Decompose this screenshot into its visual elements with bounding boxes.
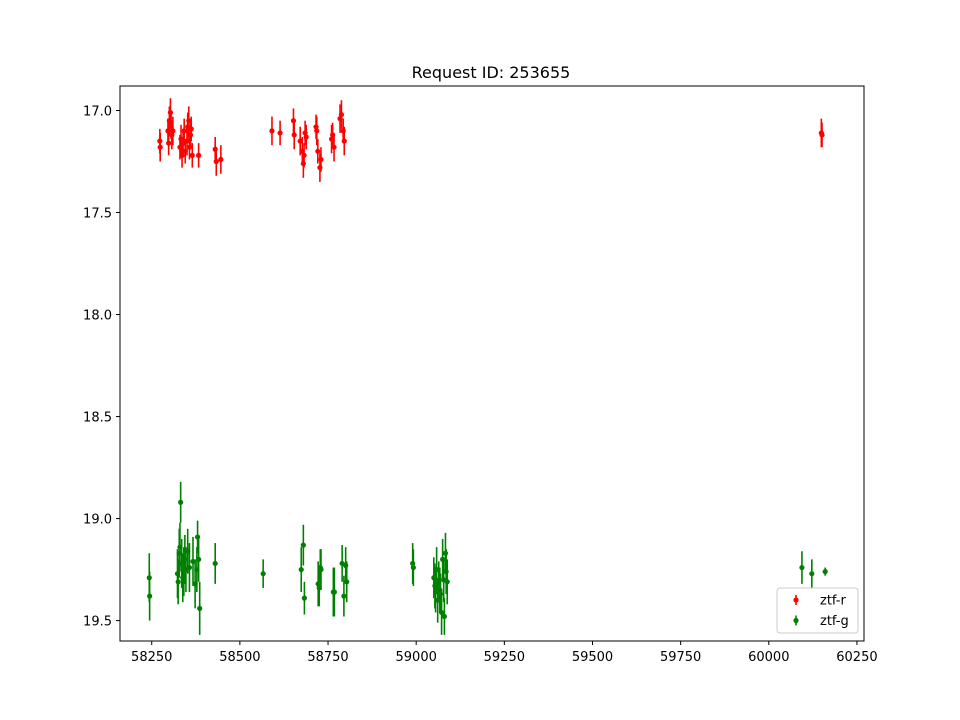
- x-tick-label: 58500: [219, 650, 260, 665]
- data-point: [186, 118, 192, 124]
- data-point: [314, 128, 320, 134]
- plot-marks: [146, 98, 828, 635]
- data-point: [190, 558, 196, 565]
- data-point: [822, 569, 828, 575]
- data-point: [315, 148, 321, 154]
- data-point: [260, 571, 266, 577]
- data-point: [170, 128, 176, 134]
- data-point: [297, 138, 303, 144]
- data-point: [438, 609, 445, 616]
- y-tick-label: 19.0: [83, 513, 112, 528]
- data-point: [410, 564, 416, 571]
- data-point: [291, 132, 297, 138]
- data-point: [167, 109, 174, 116]
- x-tick-label: 58250: [131, 650, 172, 665]
- data-point: [441, 613, 447, 620]
- data-point: [341, 593, 347, 599]
- y-tick-label: 17.5: [83, 207, 112, 222]
- data-point: [186, 564, 193, 571]
- data-point: [269, 128, 275, 134]
- x-tick-label: 58750: [307, 650, 348, 665]
- data-point: [218, 156, 224, 163]
- data-point: [178, 499, 184, 505]
- data-point: [344, 579, 350, 585]
- x-tick-label: 60250: [836, 650, 877, 665]
- data-point: [196, 556, 202, 562]
- plot-frame: [119, 85, 865, 642]
- y-tick-label: 19.5: [83, 615, 112, 630]
- data-point: [157, 144, 163, 150]
- data-point: [181, 128, 187, 134]
- data-point: [799, 564, 805, 571]
- data-point: [301, 595, 308, 601]
- y-tick-label: 18.5: [83, 411, 112, 426]
- legend: ztf-r ztf-g: [776, 587, 859, 634]
- data-point: [301, 152, 307, 158]
- series-ztf-g: [146, 481, 828, 635]
- data-point: [318, 156, 324, 163]
- data-point: [196, 152, 202, 158]
- data-point: [819, 132, 825, 138]
- legend-marker: [793, 617, 799, 624]
- x-tick-label: 60000: [748, 650, 789, 665]
- data-point: [212, 560, 218, 567]
- data-point: [318, 566, 324, 573]
- data-point: [197, 605, 203, 611]
- legend-label: ztf-g: [820, 614, 849, 629]
- axes: 58250 58500 58750 59000 59250 59500 59750 60000…: [83, 104, 878, 665]
- data-point: [213, 158, 219, 165]
- y-tick-label: 18.0: [83, 309, 112, 324]
- data-point: [300, 542, 306, 548]
- y-tick-label: 17.0: [83, 104, 112, 119]
- data-point: [338, 111, 345, 118]
- data-point: [444, 579, 450, 585]
- data-point: [189, 152, 195, 158]
- x-tick-label: 59500: [572, 650, 613, 665]
- data-point: [188, 126, 194, 132]
- x-tick-label: 59750: [660, 650, 701, 665]
- data-point: [434, 566, 440, 573]
- series-ztf-r: [157, 98, 825, 182]
- data-point: [331, 589, 337, 595]
- legend-label: ztf-r: [820, 594, 846, 609]
- chart-title: Request ID: 253655: [412, 63, 571, 82]
- data-point: [298, 566, 304, 573]
- data-point: [166, 140, 172, 146]
- x-tick-label: 59000: [396, 650, 437, 665]
- legend-marker: [793, 597, 799, 603]
- data-point: [175, 579, 181, 585]
- data-point: [341, 138, 347, 144]
- data-point: [303, 134, 309, 140]
- data-point: [178, 136, 184, 142]
- data-point: [147, 593, 153, 599]
- data-point: [277, 130, 283, 136]
- data-point: [331, 144, 337, 150]
- data-point: [809, 571, 815, 577]
- x-tick-label: 59250: [484, 650, 525, 665]
